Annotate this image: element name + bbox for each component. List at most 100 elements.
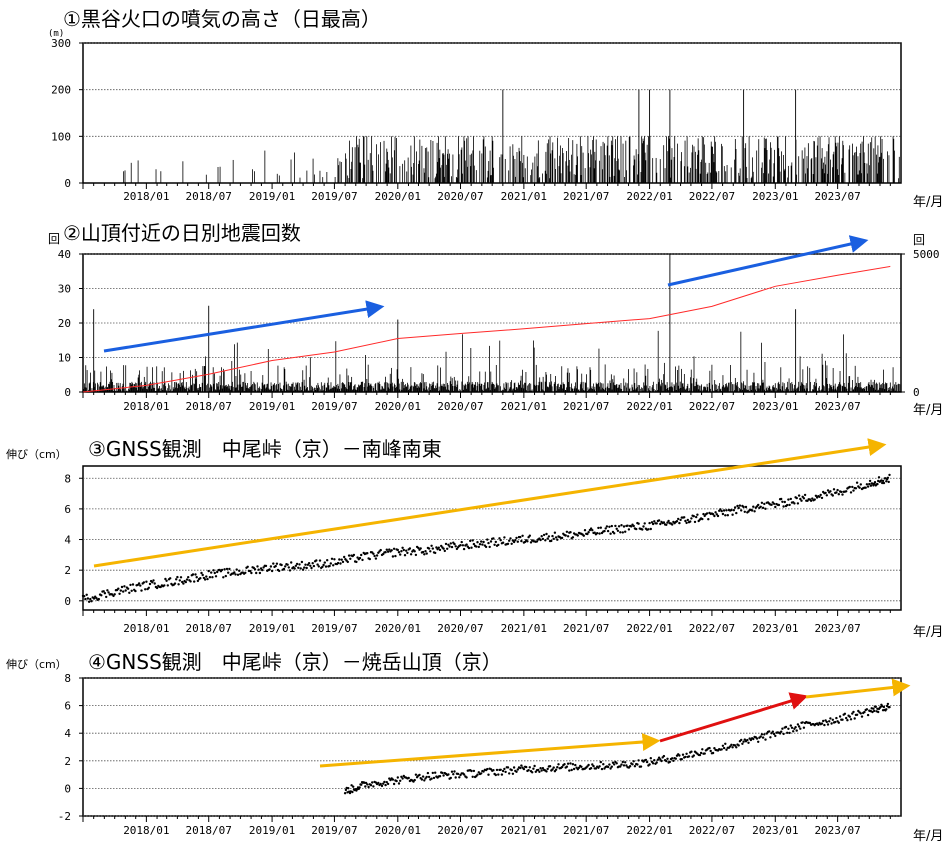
data-point <box>102 590 105 593</box>
data-point <box>882 481 886 485</box>
data-point <box>760 501 764 504</box>
x-tick-label: 2021/01 <box>501 190 547 203</box>
y-tick-label: 6 <box>64 700 71 713</box>
data-point <box>803 493 807 497</box>
data-point <box>872 707 875 710</box>
data-point <box>764 507 767 510</box>
data-point <box>782 505 785 508</box>
data-point <box>476 541 479 544</box>
data-point <box>286 563 289 566</box>
data-point <box>859 712 862 715</box>
data-point <box>737 744 740 747</box>
data-point <box>604 527 607 530</box>
data-point <box>565 530 569 533</box>
y-tick-label: 10 <box>58 352 71 365</box>
x-tick-label: 2019/01 <box>249 824 295 837</box>
data-point <box>551 534 554 538</box>
data-point <box>459 544 462 547</box>
data-point <box>431 547 434 550</box>
data-point <box>409 553 413 556</box>
trend-arrow-blue-2 <box>667 235 869 287</box>
data-point <box>390 549 393 552</box>
y-tick-label: 6 <box>64 503 71 516</box>
data-point <box>85 593 88 596</box>
data-point <box>434 551 437 555</box>
data-point <box>137 582 141 585</box>
data-point <box>811 497 814 500</box>
data-point <box>377 781 380 785</box>
data-point <box>261 568 264 572</box>
data-point <box>887 480 890 484</box>
data-point <box>703 752 706 755</box>
data-point <box>236 573 240 576</box>
data-point <box>599 760 602 764</box>
data-point <box>598 532 601 535</box>
data-point <box>855 713 859 716</box>
data-point <box>720 509 723 513</box>
data-point <box>208 576 212 579</box>
data-point <box>494 773 497 777</box>
data-point <box>819 493 822 497</box>
scatter-series <box>343 702 891 795</box>
data-point <box>680 758 683 761</box>
data-point <box>683 516 686 519</box>
data-point <box>437 546 440 549</box>
data-point <box>836 488 839 492</box>
y-tick-label: 0 <box>64 595 71 608</box>
y-tick-label: 0 <box>64 386 71 399</box>
data-point <box>882 705 886 709</box>
data-point <box>885 708 888 711</box>
y-axis-label: 伸び（cm） <box>6 448 67 461</box>
data-point <box>786 503 789 507</box>
data-point <box>571 536 575 539</box>
data-point <box>752 505 755 508</box>
data-point <box>413 550 416 553</box>
data-point <box>800 499 803 502</box>
data-point <box>140 589 143 592</box>
plot-frame <box>82 677 902 817</box>
gridlines <box>83 677 901 817</box>
data-point <box>435 546 438 549</box>
data-point <box>841 718 844 721</box>
data-point <box>153 582 156 585</box>
data-point <box>637 759 640 762</box>
data-point <box>442 774 445 777</box>
data-point <box>796 723 800 726</box>
data-point <box>487 541 490 545</box>
data-point <box>831 718 834 721</box>
data-point <box>674 757 677 760</box>
data-point <box>401 777 404 780</box>
data-point <box>662 754 666 758</box>
data-point <box>503 536 506 539</box>
data-point <box>864 486 867 489</box>
data-point <box>792 730 795 733</box>
data-point <box>809 499 813 502</box>
data-point <box>572 767 576 771</box>
data-point <box>145 580 148 583</box>
data-point <box>564 534 567 537</box>
data-point <box>849 718 853 721</box>
data-point <box>888 473 891 477</box>
x-tick-label: 2021/01 <box>501 622 547 635</box>
data-point <box>425 552 428 555</box>
data-point <box>737 506 740 510</box>
x-tick-label: 2018/07 <box>186 400 232 413</box>
data-point <box>848 485 851 489</box>
data-point <box>144 588 147 591</box>
data-point <box>826 489 830 492</box>
y-tick-label: 100 <box>51 130 71 143</box>
data-point <box>753 510 756 513</box>
data-point <box>685 752 688 755</box>
data-point <box>624 530 627 533</box>
data-point <box>90 600 93 603</box>
data-point <box>799 727 802 730</box>
data-point <box>632 524 635 528</box>
axis-ticks: -2 0 2 4 6 8 2018/01 2018/07 2019/01 2019/07 2020/… <box>58 672 891 837</box>
data-point <box>735 746 738 749</box>
data-point <box>686 518 689 522</box>
data-point <box>526 540 529 543</box>
data-point <box>448 545 451 548</box>
data-point <box>106 589 109 592</box>
y-tick-label: 2 <box>64 755 71 768</box>
data-point <box>113 593 116 596</box>
